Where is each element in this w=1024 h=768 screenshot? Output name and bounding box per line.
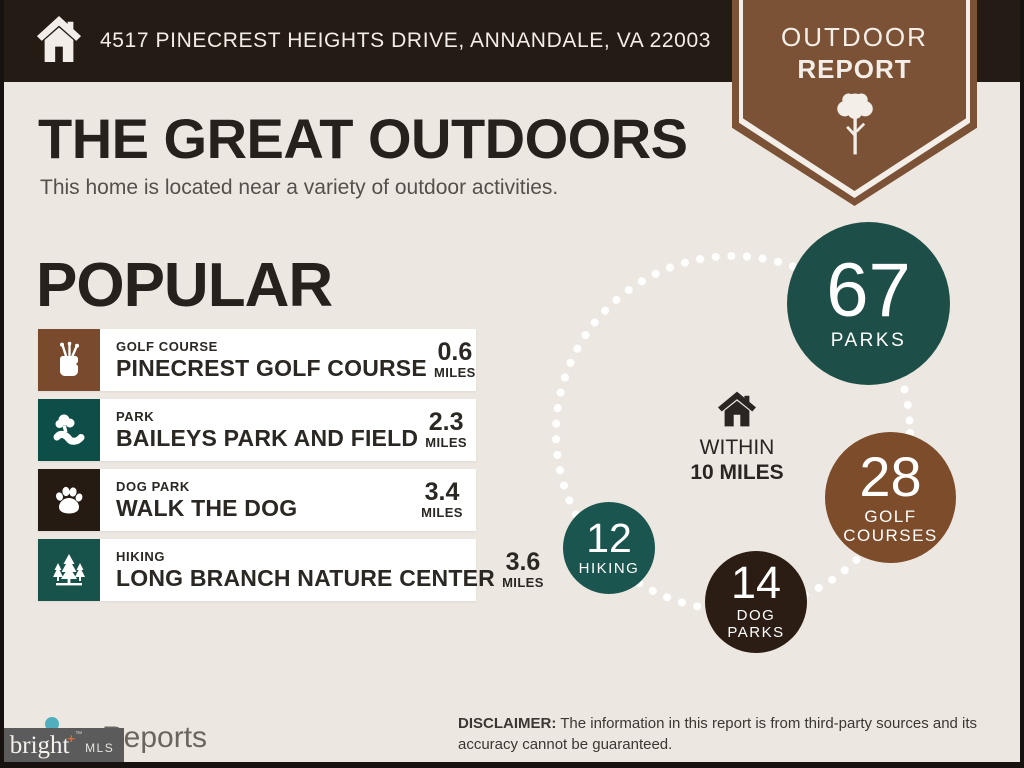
item-distance: 2.3 xyxy=(428,408,464,436)
bubble-hiking: 12 HIKING xyxy=(563,502,655,594)
home-icon xyxy=(36,16,82,62)
trademark-symbol: ™ xyxy=(75,730,83,738)
pine-trees-icon xyxy=(38,539,100,601)
popular-list: GOLF COURSE PINECREST GOLF COURSE 0.6 MI… xyxy=(38,329,543,609)
bubble-label: PARKS xyxy=(830,330,907,352)
bubble-label: HIKING xyxy=(578,559,640,577)
item-distance-unit: MILES xyxy=(502,575,544,590)
item-distance-unit: MILES xyxy=(421,505,463,520)
miles-label: 10 MILES xyxy=(690,461,784,484)
bubble-dog-parks: 14 DOG PARKS xyxy=(705,551,807,653)
item-name: WALK THE DOG xyxy=(116,494,298,521)
item-distance: 0.6 xyxy=(437,338,473,366)
item-category: PARK xyxy=(116,408,155,424)
bright-mls-logo: bright + ™ MLS xyxy=(0,728,124,762)
frame-edge-left xyxy=(0,0,4,768)
item-name: PINECREST GOLF COURSE xyxy=(116,354,427,381)
brand-suffix: MLS xyxy=(85,741,115,755)
bubble-parks: 67 PARKS xyxy=(787,222,950,385)
item-distance: 3.6 xyxy=(505,548,541,576)
frame-edge-bottom xyxy=(0,762,1024,768)
tree-icon xyxy=(836,93,873,155)
page-subtitle: This home is located near a variety of o… xyxy=(40,176,559,199)
item-category: DOG PARK xyxy=(116,478,190,494)
radius-center-label: WITHIN 10 MILES xyxy=(647,390,827,485)
ribbon-content: OUTDOOR REPORT xyxy=(732,0,977,162)
bubble-count: 28 xyxy=(859,445,922,509)
list-item: HIKING LONG BRANCH NATURE CENTER 3.6 MIL… xyxy=(38,539,543,601)
bubble-label: GOLF COURSES xyxy=(843,506,938,545)
frame-edge-right xyxy=(1020,0,1024,768)
outdoor-report-ribbon: OUTDOOR REPORT xyxy=(732,0,977,206)
ribbon-title-line1: OUTDOOR xyxy=(781,22,928,52)
bubble-count: 12 xyxy=(586,514,632,561)
disclaimer: DISCLAIMER: The information in this repo… xyxy=(458,714,998,755)
disclaimer-text: The information in this report is from t… xyxy=(458,715,978,753)
page-title: THE GREAT OUTDOORS xyxy=(38,107,688,170)
bubble-golf-courses: 28 GOLF COURSES xyxy=(825,432,956,563)
golf-bag-icon xyxy=(38,329,100,391)
list-item: DOG PARK WALK THE DOG 3.4 MILES xyxy=(38,469,476,531)
popular-heading: POPULAR xyxy=(36,251,333,320)
item-name: BAILEYS PARK AND FIELD xyxy=(116,424,419,451)
paw-icon xyxy=(38,469,100,531)
item-distance-unit: MILES xyxy=(425,435,467,450)
item-distance-unit: MILES xyxy=(434,365,476,380)
disclaimer-label: DISCLAIMER: xyxy=(458,715,557,732)
park-tree-path-icon xyxy=(38,399,100,461)
bubble-count: 67 xyxy=(826,248,911,334)
logo-dot-icon xyxy=(45,717,59,731)
list-item: GOLF COURSE PINECREST GOLF COURSE 0.6 MI… xyxy=(38,329,476,391)
item-name: LONG BRANCH NATURE CENTER xyxy=(116,564,495,591)
bubble-count: 14 xyxy=(730,557,782,609)
list-item: PARK BAILEYS PARK AND FIELD 2.3 MILES xyxy=(38,399,476,461)
brand-name: bright xyxy=(9,731,70,759)
item-category: GOLF COURSE xyxy=(116,338,218,354)
item-distance: 3.4 xyxy=(424,478,460,506)
brand-plus-icon: + xyxy=(67,730,76,746)
item-category: HIKING xyxy=(116,548,166,564)
within-label: WITHIN xyxy=(699,436,775,459)
property-address: 4517 PINECREST HEIGHTS DRIVE, ANNANDALE,… xyxy=(100,29,712,52)
home-icon xyxy=(718,391,756,427)
ribbon-title-line2: REPORT xyxy=(797,54,912,84)
bubble-label: DOG PARKS xyxy=(727,607,785,641)
